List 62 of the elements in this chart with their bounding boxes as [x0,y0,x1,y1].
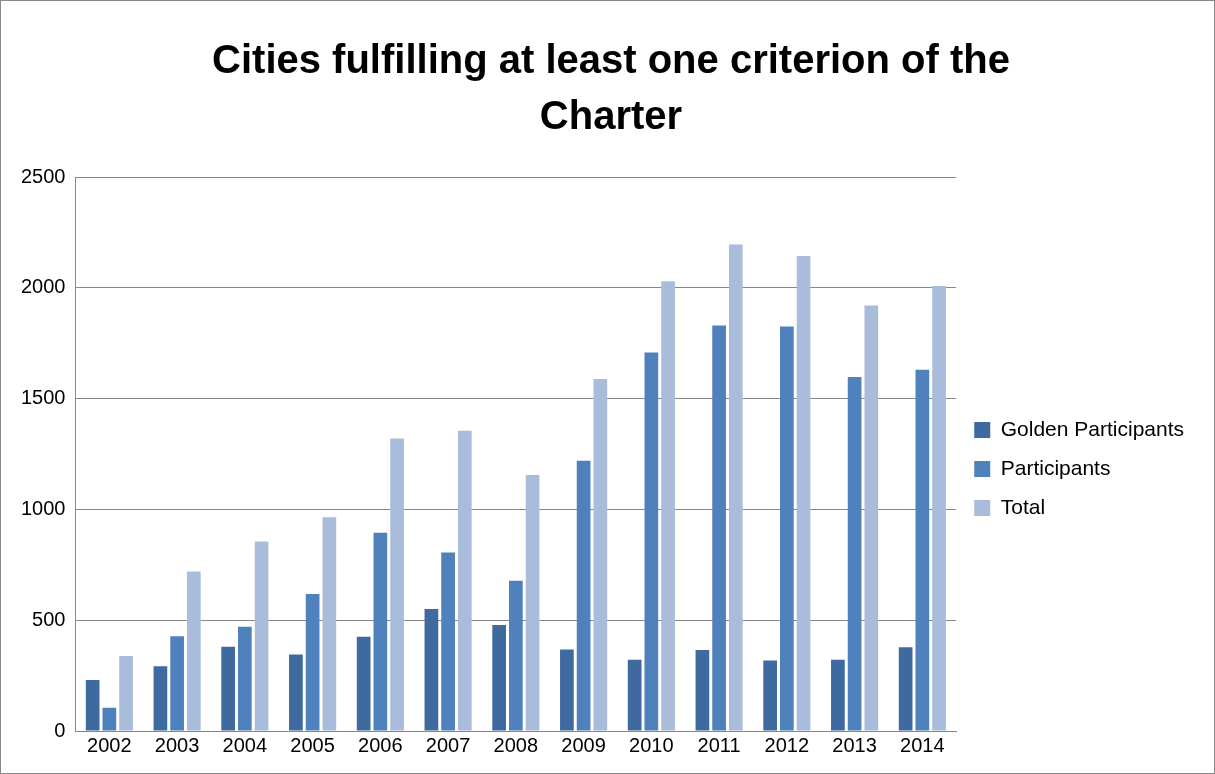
bar [85,680,100,731]
bar [780,326,794,731]
bar [712,325,726,731]
bar [695,650,710,731]
x-tick-label: 2012 [764,733,810,756]
x-tick-label: 2007 [425,733,471,756]
bar [864,305,879,731]
bar [102,707,117,731]
bar [932,286,946,731]
bar [728,244,743,731]
bar [831,659,845,731]
chart-title: Cities fulfilling at least one criterion of the Charter [211,36,1011,139]
bar [390,438,404,731]
bar [560,649,574,731]
bar [186,571,201,731]
bar [305,594,320,731]
x-tick-label: 2009 [561,733,606,756]
legend-label: Participants [1000,455,1111,479]
x-tick-label: 2006 [358,733,403,756]
bar [525,475,540,731]
x-tick-label: 2011 [697,733,741,756]
x-tick-label: 2013 [832,733,877,756]
x-tick-label: 2002 [87,733,132,756]
bar [627,659,642,731]
bar [170,636,184,731]
bar [915,369,930,731]
x-tick-label: 2003 [154,733,200,756]
bar [238,626,252,731]
bar [119,656,133,731]
bar [356,636,371,731]
bar [509,580,523,731]
bar [221,646,236,731]
legend-label: Golden Participants [1000,416,1185,440]
bar [457,430,472,731]
y-tick-label: 2500 [20,164,66,187]
x-tick-label: 2005 [290,733,335,756]
bar [153,666,168,731]
bar [661,281,675,731]
bar [373,532,388,731]
x-tick-label: 2008 [493,733,539,756]
bar [289,654,303,731]
x-tick-label: 2014 [900,733,945,756]
bar [492,625,506,731]
bar [576,460,591,731]
x-tick-label: 2010 [629,733,674,756]
bar [424,609,439,731]
bar [593,379,608,731]
legend-label: Total [1000,494,1046,518]
bar [898,647,913,731]
x-tick-label: 2004 [222,733,268,756]
y-tick-label: 2000 [20,275,66,298]
bar [254,541,269,731]
bar [441,552,455,731]
bar [796,256,811,731]
bar [322,517,337,731]
y-tick-label: 1000 [20,496,66,519]
y-tick-label: 500 [32,607,66,630]
y-tick-label: 1500 [20,386,66,409]
y-tick-label: 0 [54,718,66,741]
bar [847,376,862,731]
bar [644,352,659,731]
bar [763,660,777,731]
